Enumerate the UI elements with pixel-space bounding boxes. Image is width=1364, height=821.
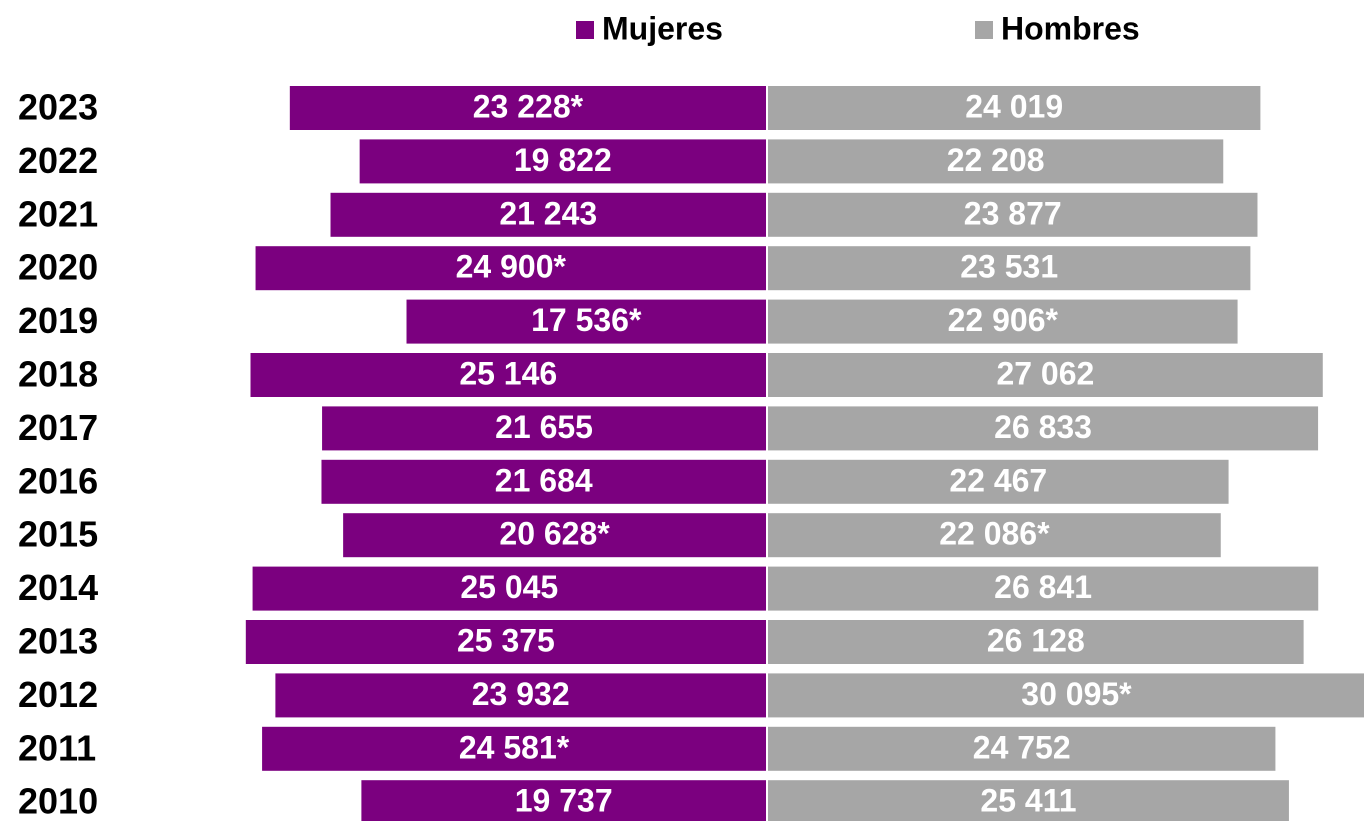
year-label: 2023 xyxy=(18,87,98,128)
value-label: 24 900* xyxy=(456,249,567,285)
value-label: 25 146 xyxy=(459,355,557,391)
year-label: 2019 xyxy=(18,300,98,341)
value-label: 23 932 xyxy=(472,676,570,712)
value-label: 24 581* xyxy=(459,729,570,765)
year-label: 2016 xyxy=(18,460,98,501)
value-label: 17 536* xyxy=(531,302,642,338)
bar xyxy=(768,459,1229,504)
bar xyxy=(768,620,1304,664)
year-label: 2017 xyxy=(18,407,98,448)
year-label: 2013 xyxy=(18,621,98,662)
value-label: 19 737 xyxy=(515,783,613,819)
bar xyxy=(361,780,766,821)
year-label: 2018 xyxy=(18,354,98,395)
bar xyxy=(768,406,1319,451)
value-label: 30 095* xyxy=(1021,676,1132,712)
bar xyxy=(768,353,1323,397)
value-label: 24 752 xyxy=(973,729,1071,765)
bar xyxy=(768,673,1364,718)
bar xyxy=(768,513,1221,558)
legend-swatch xyxy=(576,21,594,39)
value-label: 26 833 xyxy=(994,409,1092,445)
year-label: 2015 xyxy=(18,514,98,555)
value-label: 23 531 xyxy=(960,249,1058,285)
value-label: 23 877 xyxy=(964,195,1062,231)
value-label: 21 684 xyxy=(495,462,593,498)
legend-swatch xyxy=(975,21,993,39)
legend-label: Mujeres xyxy=(602,10,723,46)
value-label: 25 375 xyxy=(457,622,555,658)
bar xyxy=(252,566,766,611)
bar xyxy=(768,299,1238,344)
value-label: 22 208 xyxy=(947,142,1045,178)
year-label: 2022 xyxy=(18,140,98,181)
bar xyxy=(768,566,1319,611)
value-label: 22 086* xyxy=(939,516,1050,552)
value-label: 26 841 xyxy=(994,569,1092,605)
value-label: 27 062 xyxy=(996,355,1094,391)
bar xyxy=(768,139,1224,184)
bar xyxy=(330,192,766,237)
bar xyxy=(768,780,1289,821)
value-label: 25 411 xyxy=(980,783,1076,819)
bar xyxy=(321,459,766,504)
bar xyxy=(768,192,1258,237)
bar xyxy=(768,726,1276,771)
value-label: 25 045 xyxy=(460,569,558,605)
bar xyxy=(289,86,766,130)
year-label: 2014 xyxy=(18,567,98,608)
bar xyxy=(245,620,766,664)
value-label: 22 467 xyxy=(949,462,1047,498)
value-label: 21 655 xyxy=(495,409,593,445)
bar xyxy=(262,726,766,771)
year-label: 2010 xyxy=(18,781,98,821)
value-label: 23 228* xyxy=(473,88,584,124)
bar xyxy=(322,406,766,451)
value-label: 21 243 xyxy=(499,195,597,231)
bar xyxy=(768,86,1261,130)
year-label: 2012 xyxy=(18,674,98,715)
value-label: 19 822 xyxy=(514,142,612,178)
bar xyxy=(343,513,766,558)
bar xyxy=(275,673,766,718)
year-label: 2020 xyxy=(18,247,98,288)
value-label: 20 628* xyxy=(499,516,610,552)
value-label: 22 906* xyxy=(948,302,1059,338)
bar xyxy=(255,246,767,291)
value-label: 24 019 xyxy=(965,88,1063,124)
bar xyxy=(768,246,1251,291)
bar xyxy=(406,299,766,344)
year-label: 2011 xyxy=(18,727,96,768)
bar xyxy=(359,139,766,184)
bar xyxy=(250,353,766,397)
value-label: 26 128 xyxy=(987,622,1085,658)
year-label: 2021 xyxy=(18,193,98,234)
legend-label: Hombres xyxy=(1001,10,1140,46)
